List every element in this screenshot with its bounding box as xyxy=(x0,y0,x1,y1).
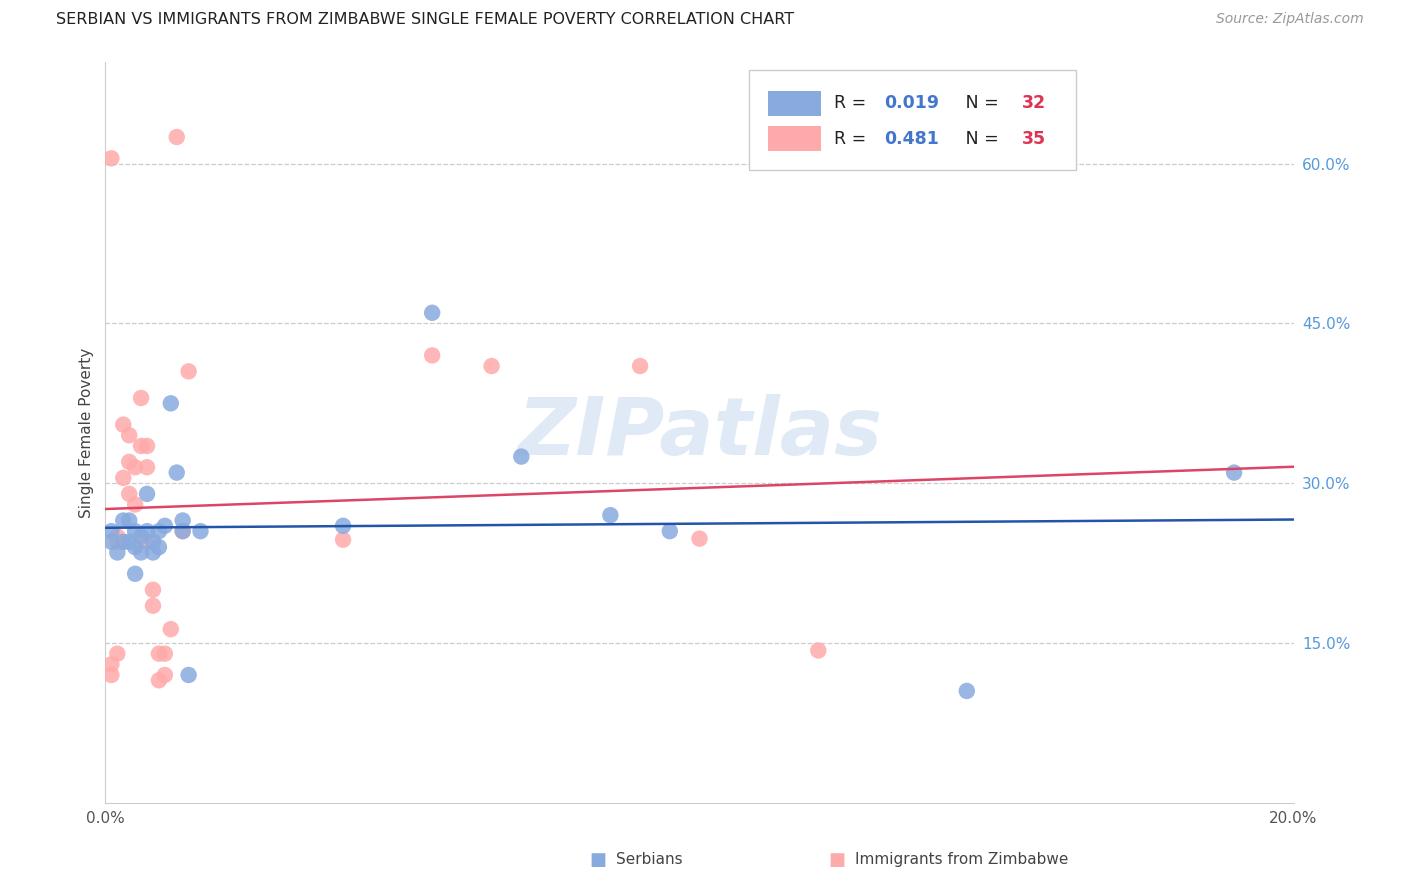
Point xyxy=(105,647,128,661)
Text: R =: R = xyxy=(834,95,872,112)
Y-axis label: Single Female Poverty: Single Female Poverty xyxy=(79,348,94,517)
Point xyxy=(112,514,135,528)
Point xyxy=(124,524,146,538)
FancyBboxPatch shape xyxy=(769,126,821,152)
Text: 0.019: 0.019 xyxy=(883,95,939,112)
Text: ZIPatlas: ZIPatlas xyxy=(517,393,882,472)
Point xyxy=(118,514,141,528)
Point xyxy=(658,524,681,538)
Point xyxy=(136,534,159,549)
Text: N =: N = xyxy=(949,129,1004,148)
Point xyxy=(148,673,170,688)
Point xyxy=(136,524,159,538)
Point xyxy=(166,130,188,145)
Point xyxy=(166,466,188,480)
Point xyxy=(129,545,152,559)
Point xyxy=(136,487,159,501)
Point xyxy=(112,471,135,485)
Point xyxy=(172,514,194,528)
Point xyxy=(420,348,443,362)
Point xyxy=(956,684,979,698)
Text: SERBIAN VS IMMIGRANTS FROM ZIMBABWE SINGLE FEMALE POVERTY CORRELATION CHART: SERBIAN VS IMMIGRANTS FROM ZIMBABWE SING… xyxy=(56,12,794,27)
Point xyxy=(136,439,159,453)
Point xyxy=(332,533,354,547)
Point xyxy=(118,534,141,549)
Point xyxy=(100,534,122,549)
Point xyxy=(142,545,165,559)
Point xyxy=(124,540,146,554)
Point xyxy=(105,545,128,559)
FancyBboxPatch shape xyxy=(769,91,821,116)
Text: ■: ■ xyxy=(828,851,845,869)
Text: 35: 35 xyxy=(1021,129,1046,148)
Point xyxy=(159,396,181,410)
Text: Immigrants from Zimbabwe: Immigrants from Zimbabwe xyxy=(855,853,1069,867)
Point xyxy=(124,498,146,512)
Point xyxy=(332,518,354,533)
Point xyxy=(420,306,443,320)
Point xyxy=(129,391,152,405)
Point xyxy=(112,534,135,549)
Point xyxy=(177,364,200,378)
Text: R =: R = xyxy=(834,129,872,148)
Text: 0.481: 0.481 xyxy=(883,129,939,148)
Point xyxy=(100,668,122,682)
Point xyxy=(481,359,503,373)
Point xyxy=(148,647,170,661)
Text: N =: N = xyxy=(949,95,1004,112)
Point xyxy=(142,599,165,613)
Point xyxy=(118,455,141,469)
Point xyxy=(628,359,651,373)
Point xyxy=(100,657,122,672)
Point xyxy=(172,524,194,538)
Point xyxy=(136,460,159,475)
Point xyxy=(510,450,533,464)
Point xyxy=(118,428,141,442)
Text: Serbians: Serbians xyxy=(616,853,682,867)
Point xyxy=(105,534,128,549)
Point xyxy=(689,532,711,546)
Point xyxy=(118,487,141,501)
Point xyxy=(124,566,146,581)
Point xyxy=(153,518,176,533)
Point xyxy=(112,534,135,549)
Point xyxy=(148,524,170,538)
Point xyxy=(124,460,146,475)
Point xyxy=(105,529,128,543)
Text: ■: ■ xyxy=(589,851,606,869)
Point xyxy=(100,524,122,538)
Point xyxy=(129,439,152,453)
Point xyxy=(190,524,212,538)
Point xyxy=(148,540,170,554)
Point xyxy=(599,508,621,523)
Text: Source: ZipAtlas.com: Source: ZipAtlas.com xyxy=(1216,12,1364,26)
Point xyxy=(142,534,165,549)
FancyBboxPatch shape xyxy=(749,70,1076,169)
Point xyxy=(172,524,194,538)
Point xyxy=(807,643,830,657)
Text: 32: 32 xyxy=(1021,95,1046,112)
Point xyxy=(159,622,181,636)
Point xyxy=(112,417,135,432)
Point xyxy=(100,151,122,165)
Point xyxy=(177,668,200,682)
Point xyxy=(129,529,152,543)
Point xyxy=(153,647,176,661)
Point xyxy=(142,582,165,597)
Point xyxy=(153,668,176,682)
Point xyxy=(1223,466,1246,480)
